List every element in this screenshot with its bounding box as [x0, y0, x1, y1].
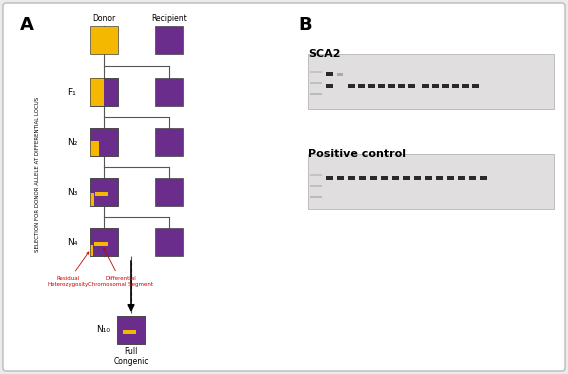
Bar: [381, 177, 388, 180]
Bar: [398, 84, 405, 88]
Bar: [90, 128, 118, 156]
Bar: [436, 177, 443, 180]
Bar: [422, 84, 429, 88]
Text: Donor: Donor: [93, 14, 116, 23]
Text: Recipient: Recipient: [151, 14, 187, 23]
Text: SCA2: SCA2: [308, 49, 340, 59]
Bar: [326, 84, 333, 88]
Bar: [95, 192, 108, 196]
Bar: [155, 228, 183, 256]
Bar: [310, 94, 322, 95]
Text: N₃: N₃: [67, 187, 77, 196]
Text: Full
Congenic: Full Congenic: [113, 347, 149, 367]
Bar: [117, 316, 145, 344]
Bar: [90, 128, 118, 156]
Bar: [155, 128, 183, 156]
Bar: [90, 141, 99, 156]
Text: N₁₀: N₁₀: [96, 325, 110, 334]
Bar: [388, 84, 395, 88]
Bar: [337, 73, 343, 76]
Bar: [458, 177, 465, 180]
Bar: [310, 82, 322, 84]
Bar: [472, 84, 479, 88]
Bar: [326, 177, 333, 180]
Bar: [359, 177, 366, 180]
Bar: [368, 84, 375, 88]
Bar: [469, 177, 476, 180]
Text: Positive control: Positive control: [308, 149, 406, 159]
Bar: [348, 177, 355, 180]
Bar: [442, 84, 449, 88]
Bar: [90, 78, 118, 106]
Bar: [337, 177, 344, 180]
Bar: [90, 228, 118, 256]
Text: N₄: N₄: [67, 237, 77, 246]
Bar: [432, 84, 439, 88]
Bar: [358, 84, 365, 88]
Bar: [90, 193, 94, 206]
Bar: [117, 316, 145, 344]
Bar: [462, 84, 469, 88]
Bar: [310, 71, 322, 73]
Bar: [370, 177, 377, 180]
Bar: [155, 78, 183, 106]
Bar: [447, 177, 454, 180]
Bar: [90, 78, 118, 106]
Bar: [155, 26, 183, 54]
Bar: [310, 185, 322, 187]
FancyBboxPatch shape: [3, 3, 565, 371]
Text: F₁: F₁: [68, 88, 76, 96]
Text: Differential
Chromosomal Segment: Differential Chromosomal Segment: [88, 248, 153, 287]
Text: A: A: [20, 16, 34, 34]
Bar: [155, 178, 183, 206]
Bar: [90, 26, 118, 54]
Bar: [94, 242, 108, 246]
Bar: [414, 177, 421, 180]
Text: B: B: [298, 16, 312, 34]
Bar: [425, 177, 432, 180]
Bar: [90, 245, 93, 256]
Bar: [90, 178, 118, 206]
Bar: [123, 330, 136, 334]
Bar: [348, 84, 355, 88]
Bar: [392, 177, 399, 180]
Text: N₂: N₂: [67, 138, 77, 147]
Text: Residual
Heterozygosity: Residual Heterozygosity: [47, 252, 89, 287]
Bar: [310, 174, 322, 176]
Bar: [308, 54, 554, 109]
Bar: [326, 72, 333, 76]
Bar: [408, 84, 415, 88]
Bar: [90, 78, 104, 106]
Bar: [90, 228, 118, 256]
Bar: [480, 177, 487, 180]
Bar: [378, 84, 385, 88]
Bar: [308, 154, 554, 209]
Bar: [90, 178, 118, 206]
Bar: [452, 84, 459, 88]
Bar: [310, 196, 322, 198]
Text: SELECTION FOR DONOR ALLELE AT DIFFERENTIAL LOCUS: SELECTION FOR DONOR ALLELE AT DIFFERENTI…: [35, 96, 40, 252]
Bar: [403, 177, 410, 180]
